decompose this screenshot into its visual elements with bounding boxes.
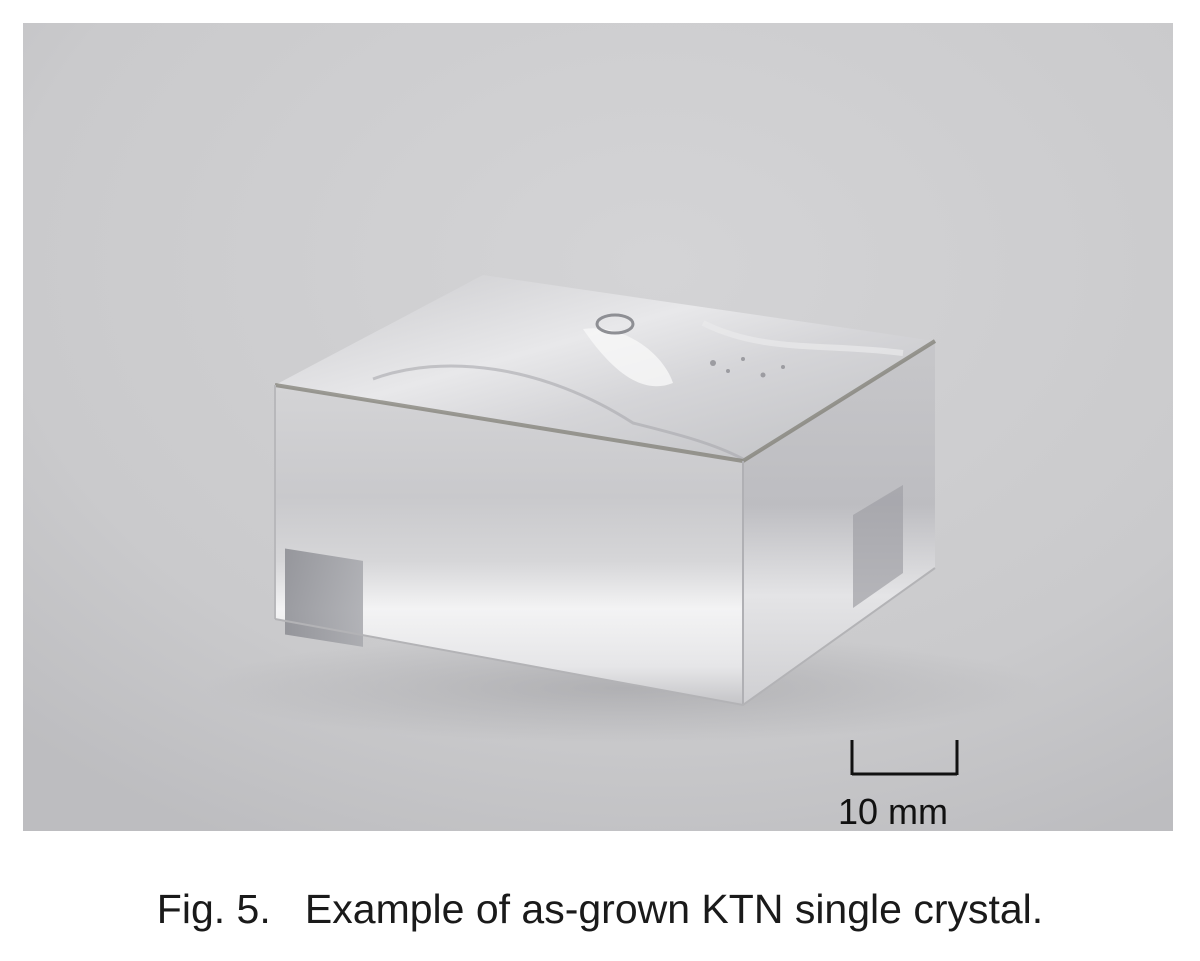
- crystal-photo-graphic: [23, 23, 1173, 831]
- caption-text: Example of as-grown KTN single crystal.: [304, 886, 1044, 932]
- figure-caption: Fig. 5. Example of as-grown KTN single c…: [0, 886, 1200, 933]
- figure-label: Fig. 5.: [156, 886, 271, 932]
- scale-bar: [850, 740, 959, 776]
- crystal-photo: 10 mm: [23, 23, 1173, 831]
- scale-bar-label: 10 mm: [837, 791, 949, 831]
